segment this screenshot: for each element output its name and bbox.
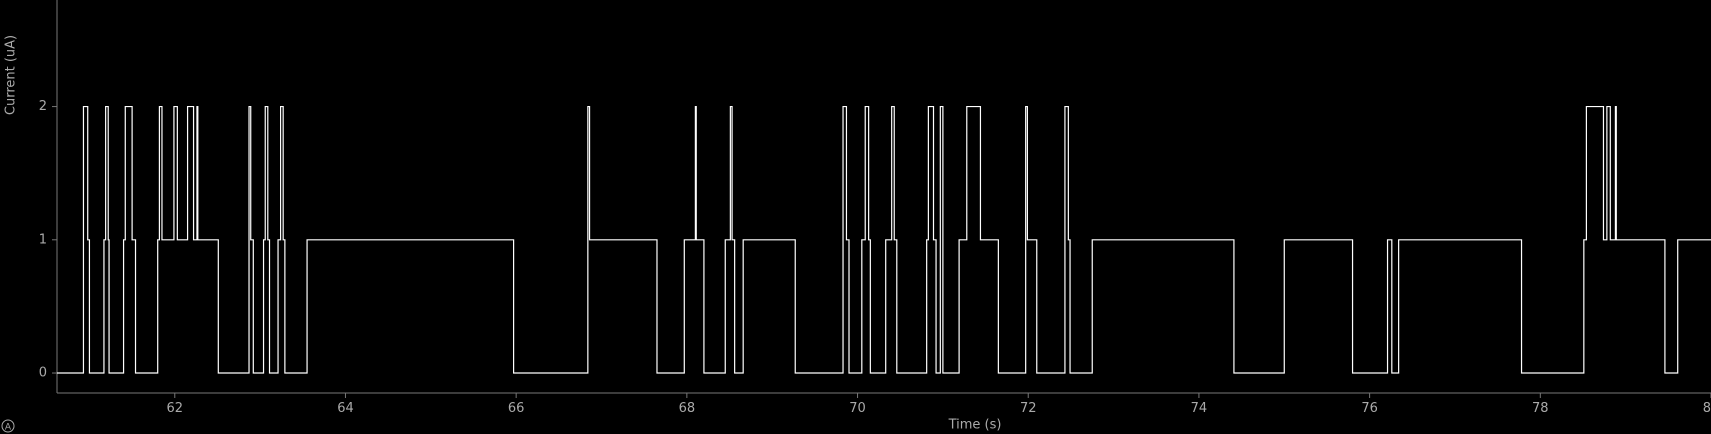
x-axis-label: Time (s) (948, 418, 1002, 433)
y-tick-label: 0 (39, 366, 47, 381)
corner-icon (1, 419, 15, 433)
x-tick-label: 80 (1703, 401, 1711, 416)
x-tick-label: 74 (1191, 401, 1208, 416)
x-tick-label: 76 (1361, 401, 1378, 416)
x-tick-label: 68 (679, 401, 696, 416)
corner-label: A (5, 423, 12, 433)
x-tick-label: 66 (508, 401, 525, 416)
x-tick-label: 72 (1020, 401, 1037, 416)
x-tick-label: 64 (337, 401, 354, 416)
current-trace (57, 105, 1711, 374)
y-axis-label: Current (uA) (4, 35, 19, 115)
x-tick-label: 70 (849, 401, 866, 416)
x-tick-label: 78 (1532, 401, 1549, 416)
y-tick-label: 1 (39, 232, 47, 247)
x-tick-label: 62 (167, 401, 184, 416)
y-tick-label: 2 (39, 99, 47, 114)
